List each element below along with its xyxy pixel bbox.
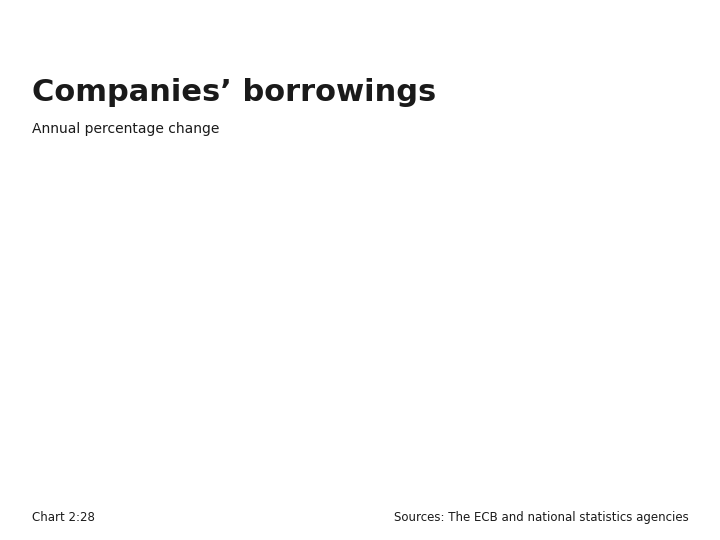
Text: Companies’ borrowings: Companies’ borrowings — [32, 78, 436, 107]
Text: SVERIGES
RIKSBANK: SVERIGES RIKSBANK — [650, 50, 695, 71]
Text: Sources: The ECB and national statistics agencies: Sources: The ECB and national statistics… — [394, 511, 688, 524]
Text: Chart 2:28: Chart 2:28 — [32, 511, 94, 524]
Text: Annual percentage change: Annual percentage change — [32, 122, 219, 136]
